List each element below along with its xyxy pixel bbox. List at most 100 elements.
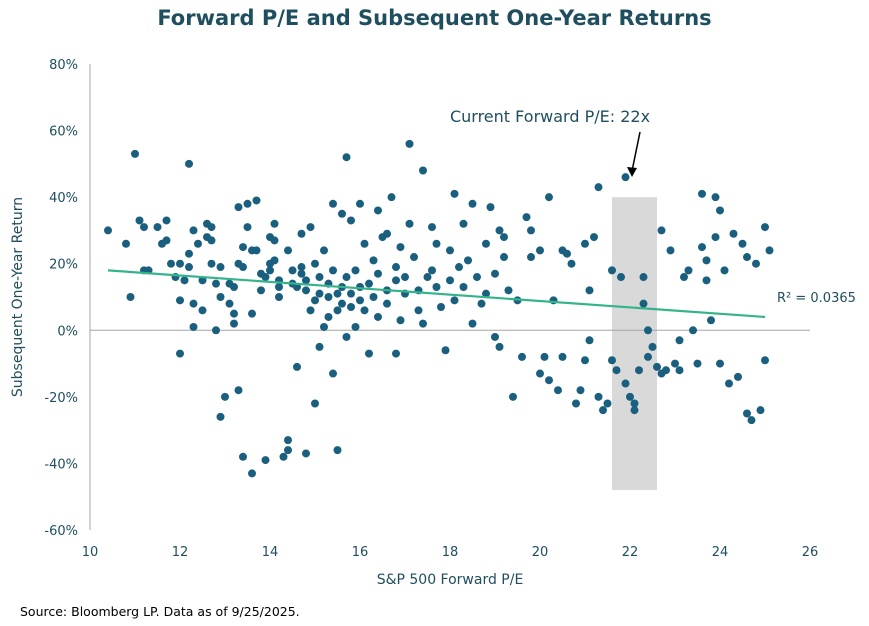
data-point xyxy=(239,452,247,461)
y-tick-label: -60% xyxy=(44,524,78,539)
data-point xyxy=(347,216,355,225)
data-point xyxy=(419,166,427,175)
x-tick-label: 12 xyxy=(172,545,189,560)
data-point xyxy=(621,173,630,182)
data-point xyxy=(230,309,238,318)
data-point xyxy=(405,139,414,148)
data-point xyxy=(455,263,463,272)
data-point xyxy=(396,243,405,252)
data-point xyxy=(558,352,567,361)
data-point xyxy=(747,416,756,425)
data-point xyxy=(711,193,720,202)
data-point xyxy=(500,253,508,262)
data-point xyxy=(680,273,688,282)
data-point xyxy=(648,342,657,351)
data-point xyxy=(180,276,189,285)
data-point xyxy=(297,269,306,278)
data-point xyxy=(176,296,184,305)
data-point xyxy=(630,399,639,408)
data-point xyxy=(284,436,292,445)
data-point xyxy=(392,276,400,285)
data-point xyxy=(329,369,337,378)
data-point xyxy=(185,263,193,272)
data-point xyxy=(356,199,364,208)
data-point xyxy=(311,399,319,408)
data-point xyxy=(734,372,742,381)
data-point xyxy=(765,246,774,255)
data-point xyxy=(347,289,355,298)
data-point xyxy=(392,263,400,272)
data-point xyxy=(207,259,216,268)
data-point xyxy=(333,446,342,455)
data-point xyxy=(590,233,598,242)
data-point xyxy=(464,256,472,265)
data-point xyxy=(162,236,171,245)
data-point xyxy=(666,246,675,255)
data-point xyxy=(603,399,612,408)
data-point xyxy=(396,316,405,325)
data-point xyxy=(239,263,247,272)
data-point xyxy=(545,193,553,202)
data-point xyxy=(374,312,382,321)
data-point xyxy=(365,349,373,358)
data-point xyxy=(338,299,346,308)
data-point xyxy=(432,239,441,248)
data-point xyxy=(324,293,333,301)
data-point xyxy=(315,273,324,282)
data-point xyxy=(414,306,423,315)
data-point xyxy=(585,336,594,345)
data-point xyxy=(450,189,459,198)
data-point xyxy=(491,332,499,341)
data-point xyxy=(167,259,175,268)
data-point xyxy=(257,286,265,295)
y-tick-label: 60% xyxy=(49,125,78,140)
axes: -60% -40% -20% 0% 20% 40% 60% 80% 10 12 14 16 18 20 22… xyxy=(44,58,818,560)
data-point xyxy=(306,223,315,232)
data-point xyxy=(428,223,436,232)
data-point xyxy=(752,259,760,268)
data-point xyxy=(639,273,648,282)
data-point xyxy=(198,276,207,285)
data-point xyxy=(122,239,130,248)
data-point xyxy=(207,223,216,232)
data-point xyxy=(684,266,693,275)
data-point xyxy=(248,309,256,318)
x-tick-label: 10 xyxy=(82,545,99,560)
data-point xyxy=(545,376,553,385)
data-point xyxy=(707,316,715,325)
data-point xyxy=(135,216,144,225)
data-point xyxy=(297,229,306,238)
data-point xyxy=(446,276,454,285)
data-point xyxy=(333,289,342,298)
data-point xyxy=(216,412,225,421)
data-point xyxy=(383,229,391,238)
data-point xyxy=(608,356,616,365)
annotation-arrow xyxy=(631,131,641,172)
data-point xyxy=(473,273,481,282)
data-point xyxy=(342,332,351,341)
data-point xyxy=(266,266,274,275)
x-tick-label: 18 xyxy=(442,545,459,560)
data-point xyxy=(333,306,342,315)
data-point xyxy=(675,336,684,345)
data-point xyxy=(360,239,369,248)
data-point xyxy=(540,352,549,361)
data-point xyxy=(621,379,630,388)
data-point xyxy=(419,319,427,328)
data-point xyxy=(329,266,337,275)
data-point xyxy=(216,293,225,301)
data-point xyxy=(374,269,382,278)
data-point xyxy=(234,203,243,212)
data-point xyxy=(261,273,270,282)
highlight-band xyxy=(612,197,657,491)
y-tick-label: 80% xyxy=(49,58,78,73)
data-point xyxy=(594,392,603,401)
data-point xyxy=(189,322,198,331)
data-point xyxy=(293,362,301,371)
x-tick-label: 20 xyxy=(532,545,549,560)
data-point xyxy=(306,306,315,315)
data-point xyxy=(626,392,634,401)
data-point xyxy=(248,469,256,478)
y-tick-label: 40% xyxy=(49,191,78,206)
x-axis-label: S&P 500 Forward P/E xyxy=(377,572,524,588)
